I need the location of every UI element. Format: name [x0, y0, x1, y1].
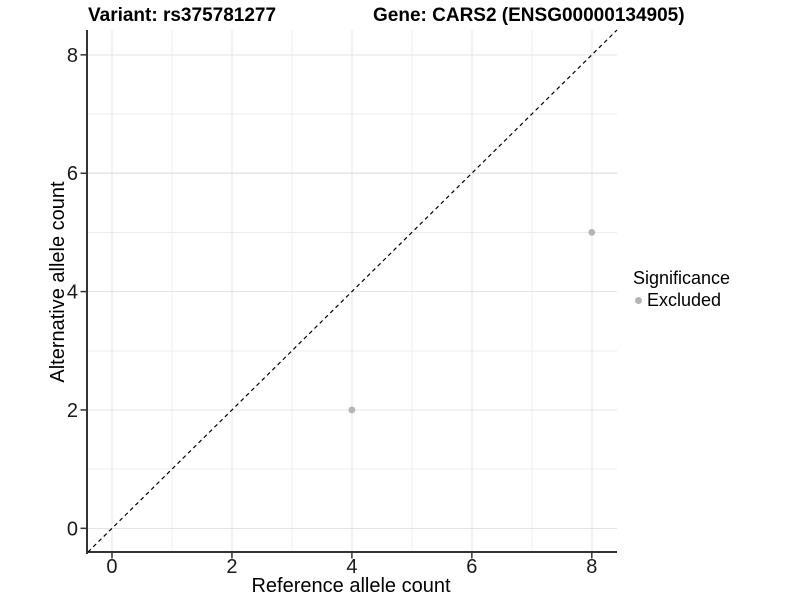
x-tick-label: 4 [346, 556, 357, 578]
identity-line [87, 29, 618, 553]
x-axis-line [86, 551, 617, 553]
y-axis-title: Alternative allele count [47, 181, 69, 383]
x-axis-title: Reference allele count [251, 575, 451, 597]
gene-title: Gene: CARS2 (ENSG00000134905) [373, 5, 685, 26]
data-point [348, 406, 356, 414]
legend-item-label: Excluded [647, 290, 722, 310]
x-tick-label: 2 [226, 556, 237, 578]
x-tick-label: 0 [106, 556, 117, 578]
data-point [588, 229, 596, 236]
legend-title: Significance [633, 268, 731, 288]
legend: Significance Excluded [633, 268, 730, 310]
variant-title: Variant: rs375781277 [88, 5, 277, 26]
y-tick-label: 0 [67, 518, 78, 540]
y-axis-line [86, 30, 88, 554]
legend-items: Excluded [633, 290, 730, 310]
y-tick-label: 6 [67, 163, 78, 185]
y-tick-label: 8 [67, 45, 78, 67]
y-tick-label: 2 [67, 400, 78, 422]
legend-key-dot [635, 296, 642, 304]
x-tick-label: 8 [586, 556, 597, 578]
legend-item: Excluded [633, 290, 730, 310]
y-tick-label: 4 [67, 282, 78, 304]
x-tick-label: 6 [466, 556, 477, 578]
